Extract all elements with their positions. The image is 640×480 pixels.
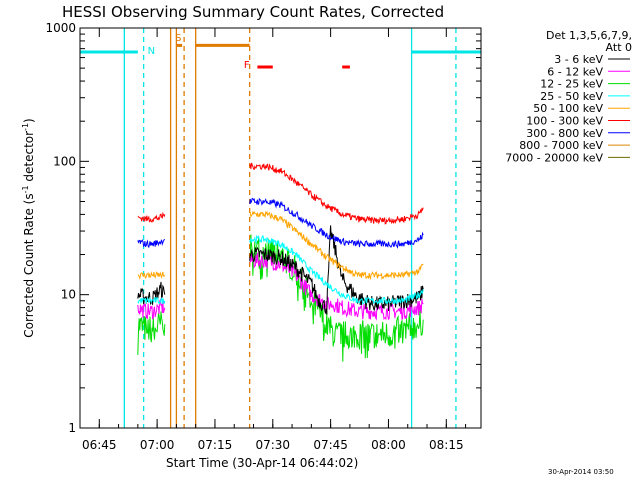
legend-label-8: 7000 - 20000 keV [505, 151, 603, 164]
series-line-3-1 [249, 234, 424, 305]
x-tick-label-0: 06:45 [82, 438, 117, 452]
x-tick-label-1: 07:00 [140, 438, 175, 452]
series-line-1-0 [137, 297, 166, 320]
legend-label-7: 800 - 7000 keV [519, 139, 603, 152]
x-tick-label-6: 08:15 [429, 438, 464, 452]
series-line-5-0 [137, 211, 166, 223]
legend-label-3: 25 - 50 keV [540, 90, 603, 103]
x-tick-label-4: 07:45 [313, 438, 348, 452]
x-axis-label: Start Time (30-Apr-14 06:44:02) [166, 456, 358, 470]
legend-label-6: 300 - 800 keV [526, 127, 603, 140]
plot-timestamp: 30-Apr-2014 03:50 [548, 468, 614, 476]
series-line-6-0 [137, 238, 166, 249]
series-line-5-1 [249, 162, 424, 225]
y-tick-label-2: 100 [53, 154, 76, 168]
marker-n: N [148, 46, 155, 57]
legend-label-4: 50 - 100 keV [533, 102, 603, 115]
axes: 06:45 07:00 07:15 07:30 07:45 08:00 08:15 1 10 10… [45, 21, 481, 452]
series-line-4-1 [249, 210, 424, 281]
x-tick-label-5: 08:00 [371, 438, 406, 452]
legend-header-1: Att 0 [606, 41, 632, 54]
chart-title: HESSI Observing Summary Count Rates, Cor… [62, 3, 444, 21]
marker-f: F [244, 60, 250, 71]
plot-frame [79, 27, 482, 429]
series-line-1-1 [249, 252, 424, 321]
legend-label-5: 100 - 300 keV [526, 115, 603, 128]
series-line-2-0 [137, 311, 166, 355]
y-axis-label: Corrected Count Rate (s-1 detector-1) [21, 118, 36, 337]
y-tick-label-3: 1000 [45, 21, 76, 35]
legend-header-0: Det 1,3,5,6,7,9, [546, 29, 632, 42]
x-tick-label-2: 07:15 [198, 438, 233, 452]
legend-label-2: 12 - 25 keV [540, 78, 603, 91]
series-line-6-1 [249, 197, 424, 249]
legend-label-1: 6 - 12 keV [547, 65, 603, 78]
plot-area: N S F [80, 28, 481, 428]
series-line-3-0 [137, 296, 166, 305]
y-axis-label-text: Corrected Count Rate (s-1 detector-1) [21, 118, 36, 337]
marker-s: S [175, 33, 181, 44]
y-tick-label-1: 10 [61, 288, 76, 302]
series-line-4-0 [137, 271, 166, 280]
x-tick-label-3: 07:30 [255, 438, 290, 452]
legend-label-0: 3 - 6 keV [554, 53, 603, 66]
y-tick-label-0: 1 [68, 421, 76, 435]
